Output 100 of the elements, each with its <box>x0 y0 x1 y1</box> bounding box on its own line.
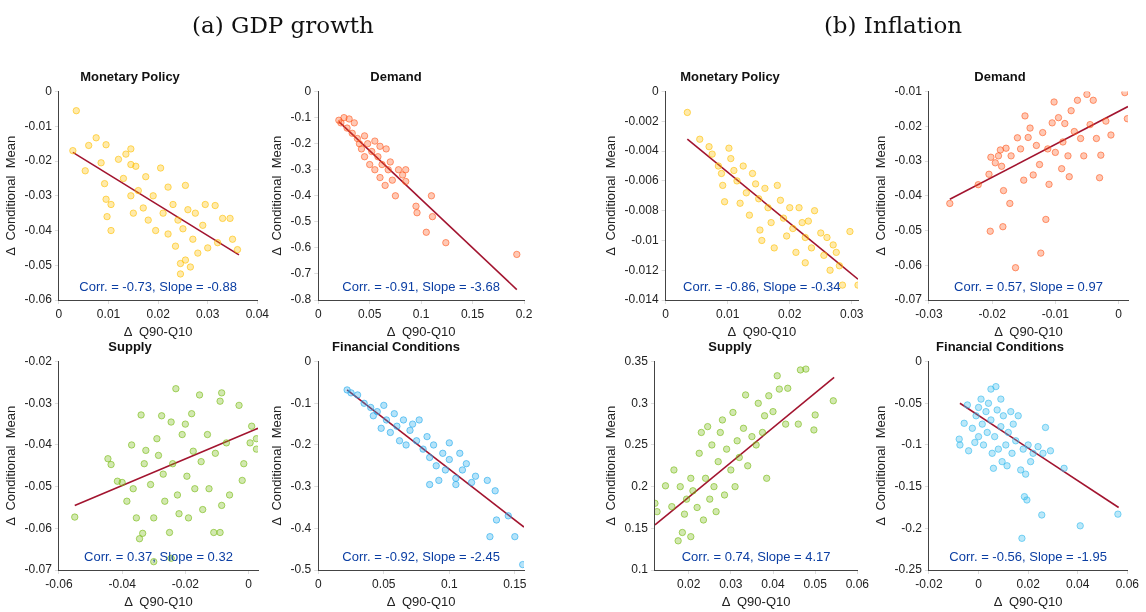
point <box>1061 119 1069 128</box>
y-tick-label: -0.05 <box>24 478 53 493</box>
point <box>181 420 190 428</box>
x-axis-title: Δ Q90-Q10 <box>994 323 1063 339</box>
point <box>107 226 115 235</box>
point <box>504 512 512 520</box>
point <box>733 437 741 445</box>
point <box>730 166 738 175</box>
point <box>483 476 492 485</box>
point <box>983 428 991 437</box>
point <box>186 263 195 271</box>
point <box>103 212 111 221</box>
point <box>731 482 739 491</box>
point <box>137 411 145 419</box>
y-axis-title: Δ Conditional Mean <box>269 135 285 256</box>
point <box>184 514 193 522</box>
point <box>1095 174 1104 182</box>
x-tick-label: 0.2 <box>515 306 533 321</box>
point <box>406 426 414 435</box>
point <box>376 173 384 182</box>
text: (a) GDP growth <box>191 12 375 38</box>
point <box>178 430 186 439</box>
point <box>146 480 155 489</box>
point <box>107 460 115 469</box>
point <box>153 435 161 443</box>
point <box>977 395 985 403</box>
point <box>1013 134 1022 142</box>
point <box>386 158 394 166</box>
point <box>796 366 805 374</box>
point <box>357 145 366 153</box>
point <box>801 233 809 242</box>
point <box>1021 470 1030 478</box>
point <box>348 129 356 137</box>
point <box>343 124 351 132</box>
x-axis-title: Δ Q90-Q10 <box>993 593 1063 609</box>
chart-title: Demand <box>370 69 422 85</box>
annotation: Corr. = 0.57, Slope = 0.97 <box>954 279 1103 295</box>
x-tick-label: 0.05 <box>358 306 382 321</box>
point <box>960 419 968 427</box>
point <box>802 365 810 373</box>
point <box>993 406 1001 414</box>
point <box>102 141 110 149</box>
point <box>72 107 81 115</box>
point <box>366 160 374 169</box>
point <box>717 169 726 178</box>
point <box>1034 442 1042 451</box>
point <box>382 416 391 424</box>
point <box>172 384 180 393</box>
point <box>773 372 781 380</box>
point <box>744 462 752 470</box>
point <box>820 251 828 260</box>
point <box>366 403 375 412</box>
y-tick-label: -0.05 <box>24 257 53 272</box>
point <box>452 474 460 482</box>
point <box>427 192 436 200</box>
point <box>159 209 167 217</box>
y-tick-label: -0.6 <box>290 240 312 255</box>
point <box>374 153 382 161</box>
point <box>169 200 177 209</box>
y-tick-label: 0 <box>915 353 923 368</box>
point <box>773 181 782 190</box>
point <box>725 144 733 152</box>
point <box>343 386 351 394</box>
y-tick-label: -0.01 <box>631 232 659 247</box>
point <box>458 466 467 474</box>
point <box>986 227 994 235</box>
point <box>382 145 390 153</box>
point <box>104 455 112 463</box>
point <box>705 142 713 151</box>
point <box>999 186 1008 195</box>
point <box>810 206 819 215</box>
point <box>1050 98 1058 106</box>
point <box>716 428 724 437</box>
point <box>142 446 150 455</box>
point <box>829 397 837 405</box>
point <box>1007 152 1015 160</box>
point <box>710 482 718 491</box>
point <box>748 432 756 441</box>
point <box>997 422 1005 431</box>
chart-title: Financial Conditions <box>332 339 460 355</box>
x-tick-label: -0.03 <box>915 306 943 321</box>
annotation: Corr. = 0.37, Slope = 0.32 <box>84 549 233 565</box>
point <box>213 238 222 247</box>
point <box>360 132 369 140</box>
x-axis-title: Δ Q90-Q10 <box>123 323 193 339</box>
annotation: Corr. = -0.92, Slope = -2.45 <box>342 549 500 565</box>
point <box>706 495 714 503</box>
x-tick-label: 0.03 <box>196 306 220 321</box>
y-tick-label: -0.2 <box>290 437 312 452</box>
annotation: Corr. = 0.74, Slope = 4.17 <box>681 549 831 565</box>
y-tick-label: -0.3 <box>290 162 312 177</box>
point <box>994 152 1003 160</box>
x-tick-label: 0.1 <box>412 306 430 321</box>
point <box>678 528 687 537</box>
point <box>235 401 243 410</box>
point <box>222 439 231 447</box>
point <box>119 174 128 183</box>
point <box>452 480 460 489</box>
point <box>419 445 427 453</box>
point <box>435 476 443 485</box>
